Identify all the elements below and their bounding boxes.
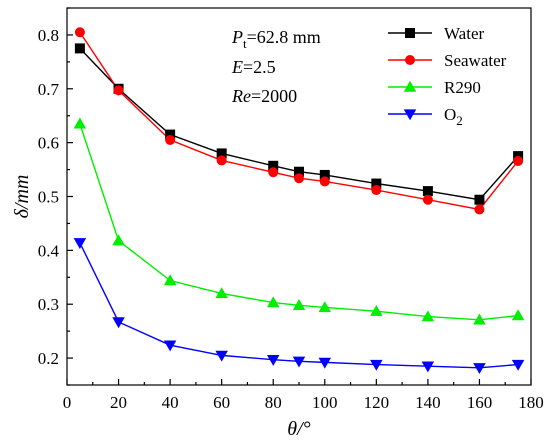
data-point-water — [319, 169, 330, 180]
annotation-pt-symbol: P — [231, 27, 243, 47]
data-point-o2 — [112, 317, 125, 329]
data-point-o2 — [318, 357, 332, 369]
data-point-water — [74, 43, 85, 54]
data-point-r290 — [292, 299, 306, 310]
x-tick-label: 100 — [312, 393, 338, 412]
legend-label-main: O — [444, 105, 456, 124]
data-point-water — [216, 148, 227, 159]
x-tick-label: 0 — [63, 393, 72, 412]
data-point-water — [165, 129, 176, 140]
data-point-o2 — [73, 238, 87, 250]
data-point-seawater — [216, 155, 227, 166]
y-tick-label: 0.4 — [38, 241, 60, 260]
annotation-e: E=2.5 — [231, 57, 276, 77]
legend-marker-seawater — [405, 55, 415, 65]
annotation-re-value: =2000 — [251, 86, 297, 106]
data-point-r290 — [421, 310, 435, 322]
x-tick-label: 180 — [518, 393, 544, 412]
legend-label-seawater: Seawater — [444, 51, 507, 70]
data-point-r290 — [266, 296, 280, 308]
annotation-pt-value: =62.8 mm — [247, 27, 321, 47]
annotation-e-value: =2.5 — [243, 57, 276, 77]
data-point-water — [294, 166, 304, 177]
y-axis-label: δ/mm — [11, 175, 33, 219]
data-point-water — [371, 178, 382, 189]
annotation-pt-subscript: t — [243, 36, 247, 51]
x-tick-label: 20 — [110, 393, 127, 412]
data-point-o2 — [163, 340, 177, 352]
annotation-pt: Pt=62.8 mm — [231, 27, 321, 51]
x-tick-label: 160 — [467, 393, 493, 412]
data-point-seawater — [268, 167, 279, 178]
annotation-re-symbol: Re — [231, 86, 251, 106]
data-point-r290 — [215, 287, 228, 299]
data-point-o2 — [266, 354, 280, 366]
data-point-r290 — [511, 309, 525, 321]
legend-marker-water — [405, 28, 415, 38]
data-point-seawater — [74, 27, 85, 38]
data-point-r290 — [318, 301, 332, 313]
data-point-seawater — [113, 85, 124, 96]
legend-marker-o2 — [403, 109, 417, 121]
data-point-seawater — [513, 155, 524, 166]
data-point-r290 — [73, 117, 87, 129]
y-tick-label: 0.2 — [38, 349, 59, 368]
data-point-seawater — [165, 134, 176, 145]
x-tick-label: 40 — [162, 393, 179, 412]
data-point-r290 — [112, 234, 125, 246]
data-point-o2 — [421, 361, 435, 373]
y-tick-label: 0.3 — [38, 295, 59, 314]
data-point-o2 — [511, 359, 525, 371]
data-point-water — [422, 186, 433, 197]
data-point-seawater — [474, 204, 485, 215]
y-tick-label: 0.6 — [38, 134, 59, 153]
x-tick-label: 140 — [415, 393, 441, 412]
data-point-water — [268, 160, 279, 171]
annotation-e-symbol: E — [231, 57, 243, 77]
data-point-r290 — [163, 274, 177, 286]
legend-marker-r290 — [403, 80, 417, 92]
legend-label-water: Water — [444, 24, 484, 43]
legend-label-o2: O2 — [444, 105, 463, 128]
data-point-o2 — [215, 350, 228, 362]
x-tick-label: 60 — [213, 393, 230, 412]
y-tick-label: 0.7 — [38, 80, 60, 99]
x-axis-label: θ/° — [287, 418, 310, 440]
data-point-seawater — [294, 173, 304, 184]
annotation-re: Re=2000 — [231, 86, 297, 106]
data-point-o2 — [292, 356, 306, 368]
data-point-r290 — [473, 313, 486, 325]
data-point-seawater — [319, 176, 330, 187]
series-line-r290 — [79, 123, 519, 321]
data-point-o2 — [473, 363, 486, 375]
x-tick-label: 80 — [265, 393, 282, 412]
legend-label-r290: R290 — [444, 78, 481, 97]
data-point-seawater — [422, 194, 433, 205]
x-tick-label: 120 — [364, 393, 390, 412]
data-point-o2 — [370, 359, 383, 371]
data-point-r290 — [370, 304, 383, 316]
y-tick-label: 0.5 — [38, 188, 59, 207]
y-tick-label: 0.8 — [38, 26, 59, 45]
data-point-water — [474, 194, 485, 205]
data-point-seawater — [371, 185, 382, 196]
legend-label-subscript: 2 — [456, 113, 463, 128]
